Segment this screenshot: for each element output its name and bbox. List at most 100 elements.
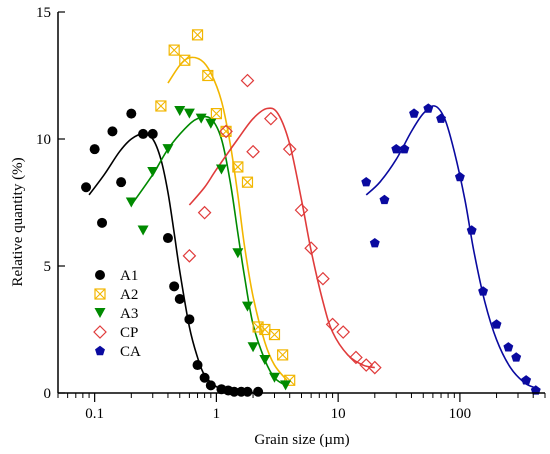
marker-cross	[277, 349, 289, 361]
data-point-a3	[174, 106, 186, 117]
data-point-cp	[219, 124, 233, 139]
data-point-a3	[195, 113, 207, 124]
data-point-a2	[168, 44, 180, 56]
x-tick-label: 1	[213, 406, 221, 422]
legend-marker-a1	[95, 270, 105, 280]
data-point-cp	[359, 358, 374, 372]
data-point-a3	[125, 197, 137, 208]
x-axis-title: Grain size (µm)	[254, 432, 349, 448]
data-point-cp	[336, 325, 351, 339]
marker-box	[252, 321, 264, 333]
legend: A1 A2 A3 CP CA	[93, 268, 141, 360]
data-point-cp	[367, 360, 382, 375]
marker-box	[168, 44, 180, 56]
data-point-cp	[282, 142, 297, 157]
y-tick-label: 0	[44, 386, 52, 402]
data-point-a2	[241, 176, 254, 188]
marker-box	[191, 29, 204, 41]
x-tick-label: 100	[449, 406, 472, 422]
data-point-a1	[199, 372, 210, 383]
data-point-ca	[491, 319, 502, 329]
marker-cross	[155, 100, 167, 112]
data-point-a2	[220, 125, 232, 137]
y-tick-label: 15	[36, 5, 51, 21]
data-point-a1	[107, 126, 118, 137]
data-point-a3	[137, 225, 149, 236]
data-point-ca	[399, 143, 410, 154]
data-point-ca	[423, 103, 434, 113]
data-point-cp	[263, 111, 278, 126]
data-point-a3	[280, 380, 292, 391]
data-point-a3	[215, 164, 227, 175]
data-point-ca	[391, 143, 402, 154]
y-tick-label: 10	[36, 132, 51, 148]
legend-label-a2: A2	[120, 287, 138, 303]
data-point-a3	[147, 167, 159, 178]
marker-cross	[259, 324, 271, 335]
marker-cross	[252, 321, 264, 333]
data-point-cp	[197, 205, 212, 220]
legend-label-cp: CP	[120, 325, 138, 341]
x-tick-label: 0.1	[85, 406, 104, 422]
marker-cross	[202, 70, 214, 81]
y-axis-title: Relative quantity (%)	[10, 157, 26, 286]
marker-cross	[220, 125, 232, 137]
data-point-cp	[304, 241, 318, 256]
data-point-ca	[466, 225, 477, 235]
data-point-a1	[116, 177, 127, 188]
data-point-a1	[89, 144, 100, 155]
data-point-ca	[503, 342, 514, 352]
data-point-cp	[349, 350, 363, 365]
fit-curve-cp	[188, 107, 375, 369]
y-tick-label: 5	[44, 259, 52, 275]
data-point-a3	[247, 342, 259, 353]
marker-box	[284, 374, 296, 386]
marker-cross	[168, 44, 180, 56]
data-point-a1	[229, 386, 240, 397]
data-point-a3	[268, 372, 280, 383]
data-point-a1	[138, 128, 149, 139]
data-point-ca	[436, 113, 446, 123]
marker-cross	[242, 176, 253, 188]
data-point-a3	[259, 354, 271, 365]
data-point-a1	[169, 281, 180, 292]
marker-box	[94, 288, 106, 300]
data-point-ca	[379, 194, 390, 205]
data-point-a2	[268, 328, 281, 341]
data-point-a1	[184, 314, 195, 325]
marker-cross	[211, 108, 222, 119]
data-point-a3	[241, 301, 253, 312]
data-point-ca	[409, 108, 419, 118]
marker-cross	[94, 288, 106, 300]
data-point-a2	[191, 29, 204, 41]
marker-cross	[192, 29, 203, 41]
data-point-a3	[232, 248, 244, 259]
legend-label-ca: CA	[120, 344, 141, 360]
data-point-ca	[478, 286, 489, 296]
marker-box	[179, 54, 191, 66]
data-point-a1	[192, 360, 203, 371]
data-point-cp	[240, 73, 255, 88]
series-a1	[81, 108, 264, 397]
data-point-ca	[454, 171, 465, 182]
data-point-ca	[521, 375, 532, 385]
data-point-a2	[277, 349, 289, 361]
data-point-a1	[205, 380, 216, 391]
data-point-a2	[202, 69, 214, 82]
data-point-a1	[147, 128, 158, 139]
marker-cross	[179, 54, 191, 66]
marker-box	[268, 328, 281, 341]
legend-label-a3: A3	[120, 306, 138, 322]
axes: 0 5 10 15 0.1 1 10 100	[36, 5, 546, 422]
data-point-ca	[361, 176, 372, 187]
data-point-a2	[179, 54, 191, 66]
data-points	[81, 29, 541, 397]
data-point-a2	[210, 107, 223, 120]
series-ca	[361, 103, 541, 395]
data-point-a1	[97, 217, 108, 228]
marker-box	[202, 69, 214, 82]
marker-box	[232, 161, 244, 173]
fit-curve-a3	[130, 115, 287, 387]
data-point-a1	[242, 386, 253, 397]
data-point-a3	[183, 108, 195, 119]
